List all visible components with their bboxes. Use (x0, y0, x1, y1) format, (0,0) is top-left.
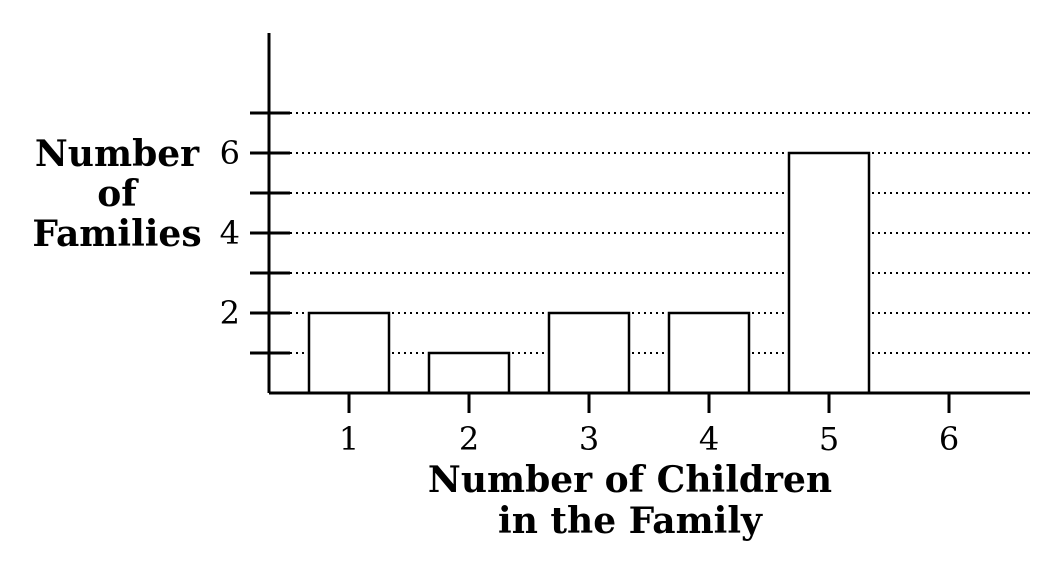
axes (267, 33, 1030, 395)
y-axis-label: Number of Families (32, 133, 201, 255)
y-axis-label-line-3: Families (32, 213, 201, 255)
x-tick-label-5: 5 (819, 420, 839, 458)
bar-5 (787, 151, 871, 395)
y-tick-label-4: 4 (220, 214, 240, 252)
y-axis-label-line-2: of (97, 173, 139, 215)
y-tick-label-2: 2 (220, 294, 240, 332)
y-axis-label-line-1: Number (35, 133, 200, 175)
x-axis-label-line-1: Number of Children (428, 459, 832, 501)
x-axis-label-line-2: in the Family (498, 500, 763, 542)
y-tick-label-6: 6 (220, 134, 240, 172)
bar-2 (427, 351, 511, 395)
bar-3 (547, 311, 631, 395)
bar-4 (667, 311, 751, 395)
y-ticks: 2 4 6 (220, 111, 290, 355)
bars (307, 151, 871, 395)
x-tick-label-2: 2 (459, 420, 479, 458)
x-tick-label-1: 1 (339, 420, 359, 458)
x-tick-label-3: 3 (579, 420, 599, 458)
x-axis-label: Number of Children in the Family (428, 459, 832, 542)
bar-1 (307, 311, 391, 395)
grid-lines (290, 112, 1030, 354)
x-ticks: 1 2 3 4 5 6 (339, 393, 959, 458)
x-tick-label-6: 6 (939, 420, 959, 458)
x-tick-label-4: 4 (699, 420, 719, 458)
